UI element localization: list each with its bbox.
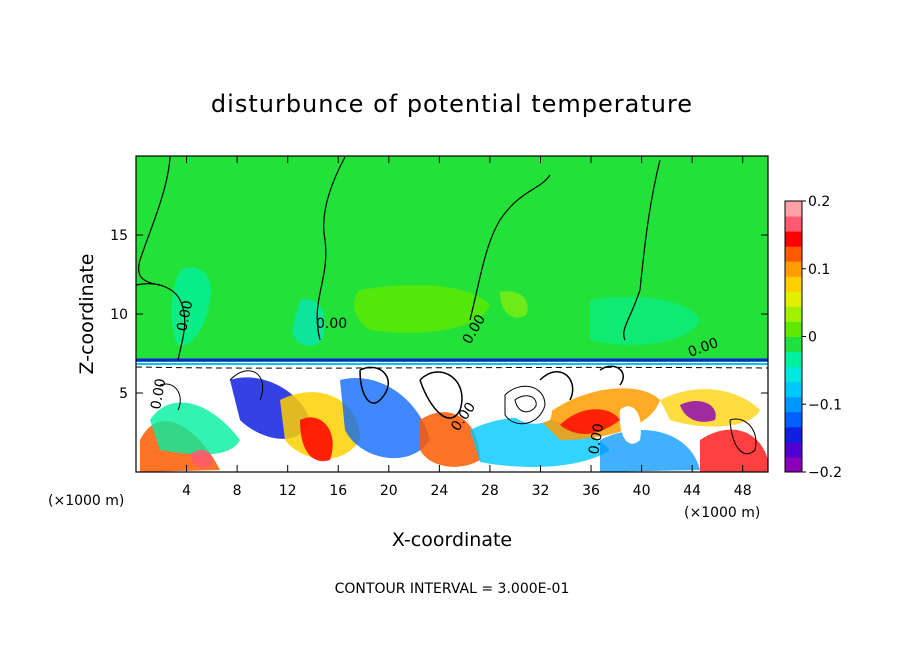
anomaly-patch	[700, 429, 768, 472]
x-tick-label: 36	[582, 483, 600, 499]
contour-interval-note: CONTOUR INTERVAL = 3.000E-01	[335, 581, 570, 597]
x-tick-label: 28	[481, 483, 499, 499]
colorbar-swatch	[785, 396, 802, 413]
contour-line	[159, 383, 181, 411]
contour-line	[419, 371, 463, 419]
colorbar-swatch	[785, 351, 802, 368]
anomaly-patch	[619, 406, 641, 444]
anomaly-patch	[340, 378, 430, 459]
x-tick-label: 12	[279, 483, 297, 499]
contour-label: 0.00	[316, 316, 347, 332]
contour-line	[729, 418, 757, 455]
anomaly-patch	[190, 449, 213, 468]
anomaly-patch	[354, 285, 490, 333]
x-unit-note: (×1000 m)	[48, 493, 124, 509]
x-tick-label: 44	[683, 483, 701, 499]
contour-line	[539, 371, 574, 401]
colorbar-swatch	[785, 411, 802, 428]
contour-line	[469, 174, 551, 321]
x-axis-label: X-coordinate	[392, 529, 512, 551]
contour-line	[623, 159, 661, 341]
colorbar-swatch	[785, 381, 802, 398]
x-tick-label: 16	[329, 483, 347, 499]
contour-line	[359, 366, 389, 404]
colorbar-swatch	[785, 456, 802, 473]
contour-line	[504, 385, 546, 425]
anomaly-patch	[300, 417, 333, 462]
colorbar: −0.2 −0.1 0 0.1 0.2	[784, 194, 842, 481]
colorbar-swatch	[785, 336, 802, 353]
x-tick-label: 4	[182, 483, 191, 499]
anomaly-patch	[150, 402, 240, 455]
contour-label: 0.00	[586, 422, 607, 455]
colorbar-swatch	[785, 261, 802, 277]
x-axis: 4 8 12 16 20 24 28 32 36 40 44 48	[182, 156, 752, 499]
anomaly-patch	[590, 296, 700, 345]
plot-area: 0.00 0.00 0.00 0.00 0.00 0.00 0.00	[135, 155, 769, 473]
y-axis-label: Z-coordinate	[76, 254, 98, 375]
y-tick-label: 5	[119, 386, 128, 402]
colorbar-swatch	[785, 366, 802, 383]
x-unit-note-right: (×1000 m)	[684, 505, 760, 521]
contour-line	[514, 395, 537, 413]
colorbar-swatch	[785, 216, 802, 232]
colorbar-swatch	[785, 246, 802, 262]
contour-label: 0.00	[148, 377, 169, 410]
colorbar-swatch	[785, 426, 802, 443]
colorbar-tick-label: 0.1	[808, 262, 830, 278]
colorbar-tick-label: 0	[808, 330, 817, 346]
colorbar-swatch	[785, 321, 802, 337]
anomaly-patch	[500, 291, 528, 318]
colorbar-swatch	[785, 291, 802, 307]
contour-label: 0.00	[174, 299, 196, 333]
anomaly-patch	[292, 299, 325, 347]
colorbar-swatch	[785, 231, 802, 247]
anomaly-patch	[680, 400, 716, 422]
colorbar-swatch	[785, 441, 802, 458]
x-tick-label: 40	[633, 483, 651, 499]
colorbar-tick-label: −0.2	[808, 465, 842, 481]
contour-line	[316, 156, 346, 341]
anomaly-patch	[600, 430, 700, 472]
contour-line	[229, 370, 264, 401]
x-tick-label: 24	[430, 483, 448, 499]
contour-line	[138, 156, 171, 286]
colorbar-tick-label: −0.1	[808, 397, 842, 413]
x-tick-label: 20	[380, 483, 398, 499]
anomaly-patch	[171, 267, 211, 346]
x-tick-label: 32	[532, 483, 550, 499]
chart-title: disturbunce of potential temperature	[211, 90, 693, 118]
anomaly-patch	[500, 384, 552, 424]
y-axis: 5 10 15	[110, 228, 768, 402]
colorbar-swatch	[785, 276, 802, 292]
contour-line	[599, 365, 624, 386]
colorbar-swatch	[785, 201, 802, 217]
y-tick-label: 10	[110, 307, 128, 323]
anomaly-patch	[420, 412, 480, 467]
x-tick-label: 48	[734, 483, 752, 499]
x-tick-label: 8	[233, 483, 242, 499]
colorbar-tick-label: 0.2	[808, 194, 830, 210]
y-tick-label: 15	[110, 228, 128, 244]
anomaly-patch	[560, 409, 620, 435]
colorbar-swatch	[785, 306, 802, 322]
contour-line	[135, 366, 769, 369]
